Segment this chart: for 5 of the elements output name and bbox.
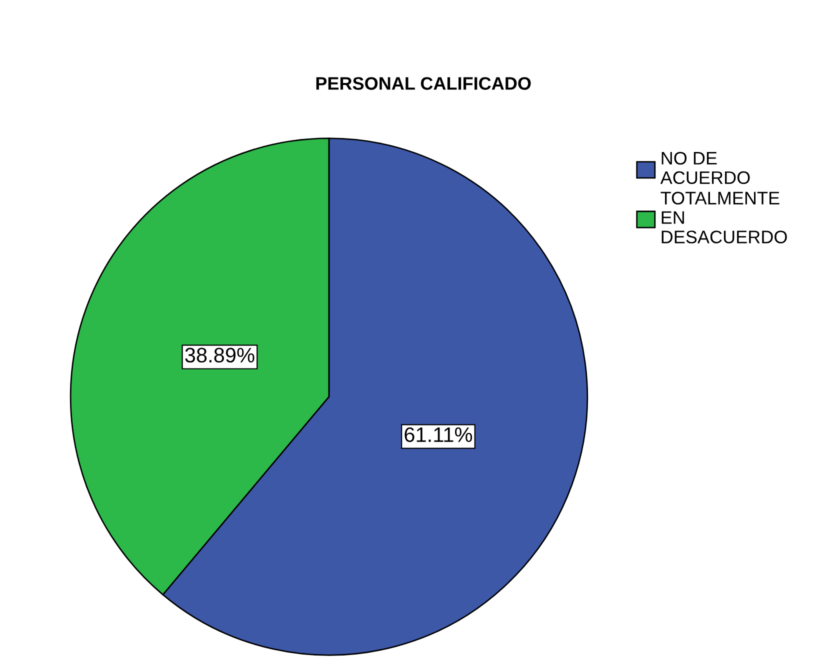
data-label: 61.11%	[404, 427, 472, 442]
legend-label: NO DE ACUERDO	[660, 152, 750, 184]
legend-label: TOTALMENTE EN DESACUERDO	[660, 192, 787, 244]
data-label: 38.89%	[185, 348, 254, 363]
chart-title: PERSONAL CALIFICADO	[316, 77, 531, 90]
